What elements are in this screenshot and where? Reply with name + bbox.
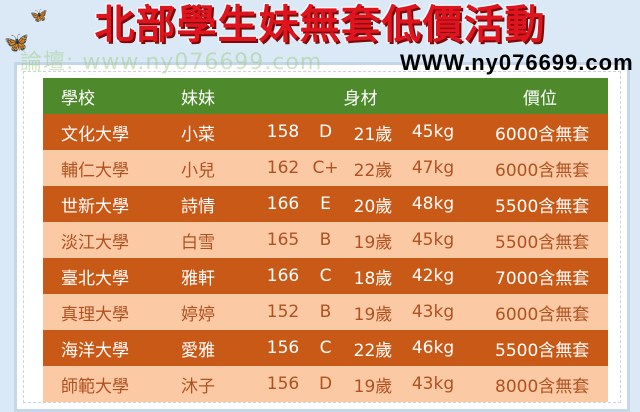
cell-weight: 43kg xyxy=(411,374,455,394)
cell-age: 21歲 xyxy=(353,124,393,145)
cell-height: 162 xyxy=(266,158,300,178)
cell-price: 6000含無套 xyxy=(495,124,590,145)
cell-age: 19歲 xyxy=(353,376,393,397)
cell-name: 小兒 xyxy=(181,160,215,181)
cell-cup: B xyxy=(319,302,332,322)
table-row: 文化大學 小菜 158 D 21歲 45kg 6000含無套 xyxy=(43,114,608,150)
cell-price: 5500含無套 xyxy=(495,232,590,253)
table-row: 真理大學 婷婷 152 B 19歲 43kg 6000含無套 xyxy=(43,294,608,330)
cell-school: 師範大學 xyxy=(61,376,129,397)
cell-school: 海洋大學 xyxy=(61,340,129,361)
cell-weight: 46kg xyxy=(411,338,455,358)
cell-age: 22歲 xyxy=(353,160,393,181)
cell-cup: C xyxy=(319,266,332,286)
cell-school: 文化大學 xyxy=(61,124,129,145)
cell-cup: D xyxy=(318,374,333,394)
cell-weight: 45kg xyxy=(411,122,455,142)
page-title: 北部學生妹無套低價活動 xyxy=(94,2,546,48)
cell-cup: E xyxy=(320,194,331,214)
cell-weight: 42kg xyxy=(411,266,455,286)
cell-weight: 45kg xyxy=(411,230,455,250)
cell-cup: C+ xyxy=(312,158,339,178)
table-row: 師範大學 沐子 156 D 19歲 43kg 8000含無套 xyxy=(43,366,608,402)
cell-cup: C xyxy=(319,338,332,358)
cell-height: 156 xyxy=(266,338,300,358)
cell-height: 166 xyxy=(266,266,300,286)
cell-school: 真理大學 xyxy=(61,304,129,325)
cell-age: 19歲 xyxy=(353,304,393,325)
table-row: 輔仁大學 小兒 162 C+ 22歲 47kg 6000含無套 xyxy=(43,150,608,186)
cell-age: 20歲 xyxy=(353,196,393,217)
cell-cup: B xyxy=(319,230,332,250)
cell-price: 5500含無套 xyxy=(495,340,590,361)
header-price: 價位 xyxy=(523,88,557,109)
table-row: 淡江大學 白雪 165 B 19歲 45kg 5500含無套 xyxy=(43,222,608,258)
cell-price: 7000含無套 xyxy=(495,268,590,289)
cell-name: 沐子 xyxy=(181,376,215,397)
cell-height: 158 xyxy=(266,122,300,142)
butterfly-icon: 🦋 xyxy=(4,30,29,54)
cell-height: 166 xyxy=(266,194,300,214)
price-table: 學校 妹妹 身材 價位 文化大學 小菜 158 D 21歲 45kg 6000含無套 輔仁大學… xyxy=(43,78,608,402)
table-body: 文化大學 小菜 158 D 21歲 45kg 6000含無套 輔仁大學 小兒 162 C+ 22歲 47… xyxy=(43,114,608,402)
table-row: 海洋大學 愛雅 156 C 22歲 46kg 5500含無套 xyxy=(43,330,608,366)
watermark-bottom: WWW.ny076699.com xyxy=(400,50,634,75)
butterfly-icon: 🦋 xyxy=(30,8,48,24)
table-row: 臺北大學 雅軒 166 C 18歲 42kg 7000含無套 xyxy=(43,258,608,294)
table-row: 世新大學 詩情 166 E 20歲 48kg 5500含無套 xyxy=(43,186,608,222)
cell-name: 雅軒 xyxy=(181,268,215,289)
cell-price: 5500含無套 xyxy=(495,196,590,217)
cell-cup: D xyxy=(318,122,333,142)
cell-school: 臺北大學 xyxy=(61,268,129,289)
cell-height: 165 xyxy=(266,230,300,250)
cell-name: 小菜 xyxy=(181,124,215,145)
cell-school: 淡江大學 xyxy=(61,232,129,253)
header-girl: 妹妹 xyxy=(181,88,215,109)
header-figure: 身材 xyxy=(343,88,378,109)
header-school: 學校 xyxy=(61,88,95,109)
cell-height: 156 xyxy=(266,374,300,394)
cell-price: 8000含無套 xyxy=(495,376,590,397)
cell-school: 輔仁大學 xyxy=(61,160,129,181)
cell-age: 19歲 xyxy=(353,232,393,253)
table-header: 學校 妹妹 身材 價位 xyxy=(43,78,608,114)
cell-name: 白雪 xyxy=(181,232,215,253)
cell-weight: 48kg xyxy=(411,194,455,214)
cell-age: 18歲 xyxy=(353,268,393,289)
cell-name: 婷婷 xyxy=(181,304,215,325)
cell-price: 6000含無套 xyxy=(495,160,590,181)
cell-price: 6000含無套 xyxy=(495,304,590,325)
cell-school: 世新大學 xyxy=(61,196,129,217)
cell-age: 22歲 xyxy=(353,340,393,361)
cell-height: 152 xyxy=(266,302,300,322)
cell-weight: 47kg xyxy=(411,158,455,178)
cell-weight: 43kg xyxy=(411,302,455,322)
watermark-top: 論壇: www.ny076699.com xyxy=(20,50,323,75)
cell-name: 詩情 xyxy=(181,196,215,217)
cell-name: 愛雅 xyxy=(181,340,215,361)
